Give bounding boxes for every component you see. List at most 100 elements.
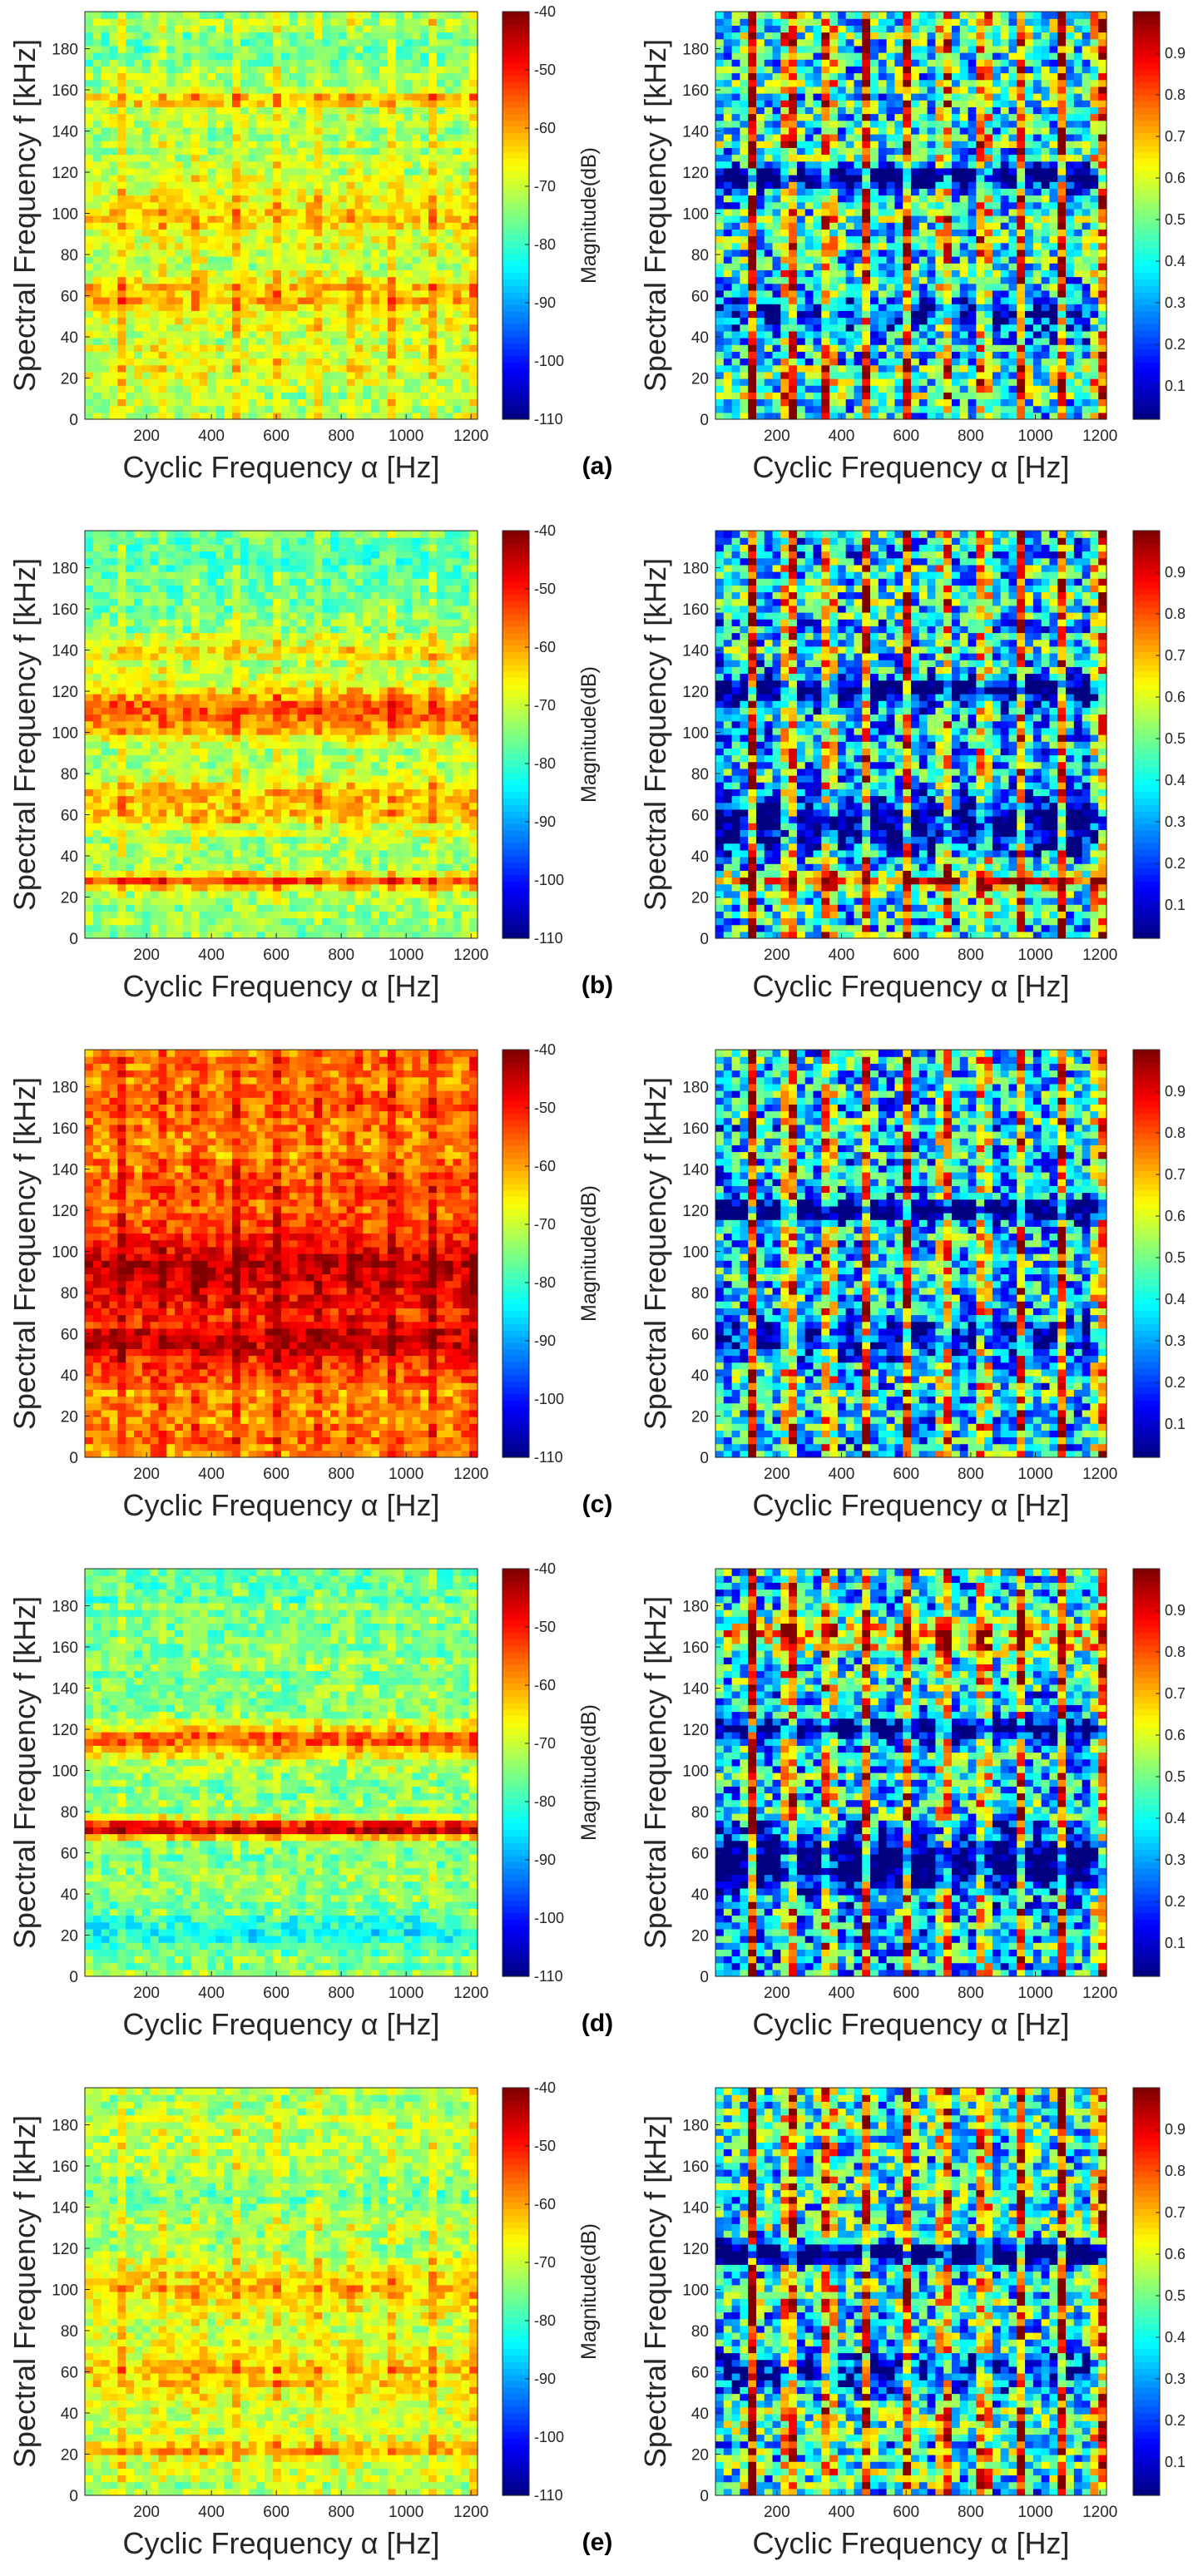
heatmap-cell [273,127,281,135]
heatmap-cell [339,100,347,107]
heatmap-cell [919,256,928,264]
heatmap-cell [854,290,862,298]
heatmap-cell [919,263,928,270]
heatmap-cell [1017,188,1025,195]
heatmap-cell [257,46,265,53]
heatmap-cell [420,385,428,393]
heatmap-cell [461,304,469,311]
heatmap-cell [748,250,756,257]
heatmap-cell [363,324,371,332]
heatmap-cell [371,406,379,413]
heatmap-cell [445,59,453,67]
heatmap-cell [290,161,298,169]
heatmap-cell [756,161,765,169]
heatmap-cell [363,331,371,339]
heatmap-cell [396,161,404,169]
heatmap-cell [347,215,355,223]
heatmap-cell [249,155,257,162]
heatmap-cell [322,250,330,257]
heatmap-cell [388,392,396,399]
heatmap-cell [765,263,773,270]
heatmap-cell [191,106,200,114]
heatmap-cell [780,372,789,379]
heatmap-cell [371,344,379,352]
heatmap-cell [265,399,273,407]
colorbar-step [502,222,529,229]
heatmap-cell [732,168,740,176]
heatmap-cell [240,229,249,236]
heatmap-cell [943,378,952,386]
heatmap-cell [1033,297,1042,304]
heatmap-cell [461,338,469,345]
heatmap-cell [829,188,838,195]
heatmap-cell [420,358,428,366]
heatmap-cell [1049,161,1057,169]
heatmap-cell [151,399,159,407]
heatmap-cell [322,318,330,325]
heatmap-cell [265,365,273,373]
heatmap-cell [437,263,445,270]
heatmap-cell [159,18,167,26]
heatmap-cell [347,256,355,264]
heatmap-cell [943,284,952,291]
colorbar-tick-label: -60 [534,120,556,136]
heatmap-cell [1074,365,1082,373]
heatmap-cell [797,344,805,352]
heatmap-cell [232,236,240,244]
heatmap-cell [412,46,420,53]
heatmap-cell [110,209,118,216]
heatmap-cell [257,318,265,325]
heatmap-cell [306,318,314,325]
heatmap-cell [846,236,854,244]
heatmap-cell [101,141,110,148]
heatmap-cell [314,181,322,189]
heatmap-cell [911,413,919,420]
heatmap-cell [314,32,322,40]
heatmap-cell [200,331,208,339]
heatmap-cell [437,290,445,298]
heatmap-cell [322,243,330,250]
heatmap-cell [838,141,846,148]
heatmap-cell [191,243,200,250]
heatmap-cell [903,215,911,223]
heatmap-cell [976,344,984,352]
heatmap-cell [829,147,838,155]
heatmap-cell [371,297,379,304]
heatmap-cell [428,229,437,236]
heatmap-cell [715,297,724,304]
heatmap-cell [322,32,330,40]
heatmap-cell [110,87,118,94]
heatmap-cell [805,392,814,399]
heatmap-cell [175,87,183,94]
heatmap-cell [469,222,478,230]
heatmap-cell [829,392,838,399]
heatmap-cell [854,256,862,264]
heatmap-cell [183,310,191,318]
heatmap-cell [175,188,183,195]
heatmap-cell [453,39,462,47]
heatmap-cell [126,134,134,141]
heatmap-cell [814,290,822,298]
heatmap-cell [862,161,870,169]
heatmap-cell [756,399,765,407]
heatmap-cell [805,351,814,358]
heatmap-cell [1066,161,1074,169]
heatmap-cell [1090,277,1098,284]
heatmap-cell [101,338,110,345]
heatmap-cell [363,215,371,223]
heatmap-cell [829,385,838,393]
heatmap-cell [200,358,208,366]
heatmap-cell [183,202,191,210]
heatmap-cell [134,161,142,169]
heatmap-cell [330,351,339,358]
heatmap-cell [200,127,208,135]
heatmap-cell [1017,351,1025,358]
heatmap-cell [960,195,968,203]
heatmap-cell [298,12,306,19]
heatmap-cell [355,195,364,203]
heatmap-cell [298,161,306,169]
heatmap-cell [943,134,952,141]
heatmap-cell [805,318,814,325]
heatmap-cell [1090,378,1098,386]
heatmap-cell [101,195,110,203]
